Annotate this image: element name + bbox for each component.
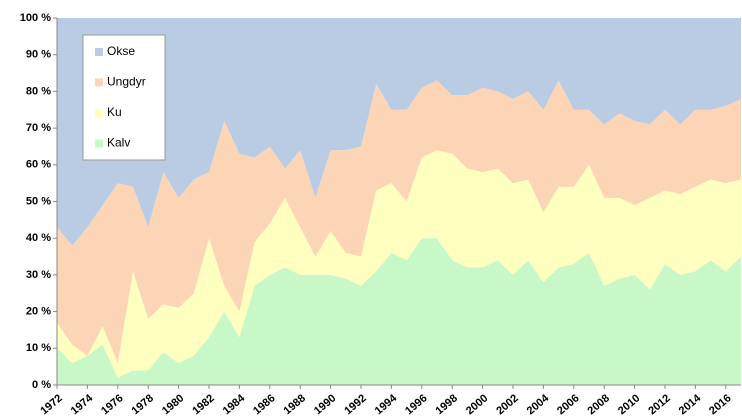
x-tick-label: 1988 [282,392,308,417]
x-tick-label: 2012 [646,392,672,417]
x-tick-label: 2010 [616,392,642,417]
y-tick-label: 50 % [26,195,51,207]
y-tick-label: 10 % [26,342,51,354]
x-tick-label: 1994 [373,392,400,417]
area [57,150,741,378]
x-tick-label: 2002 [494,392,520,417]
x-tick-label: 2004 [525,392,552,417]
x-tick-label: 2016 [707,392,733,417]
y-tick-label: 20 % [26,306,51,318]
x-tick-label: 1976 [99,392,125,417]
x-tick-label: 1992 [342,392,368,417]
y-tick-label: 100 % [20,12,51,24]
legend-swatch [95,109,103,117]
x-tick-label: 2014 [677,392,704,417]
y-tick-label: 40 % [26,232,51,244]
x-tick-label: 1980 [160,392,186,417]
x-tick-label: 1986 [251,392,277,417]
legend-label: Okse [107,44,135,58]
area [57,18,741,246]
area [57,238,741,385]
x-tick-label: 2000 [464,392,490,417]
x-tick-label: 1972 [38,392,64,417]
legend-swatch [95,48,103,56]
x-tick-label: 1990 [312,392,338,417]
legend-swatch [95,78,103,87]
y-tick-label: 90 % [26,49,51,61]
y-tick-label: 60 % [26,159,51,171]
x-tick-label: 2008 [586,392,612,417]
y-tick-label: 70 % [26,122,51,134]
x-tick-label: 1998 [434,392,460,417]
x-tick-label: 2006 [555,392,581,417]
legend-swatch [95,139,103,148]
x-tick-label: 1984 [221,392,248,417]
y-tick-label: 80 % [26,85,51,97]
legend-label: Ku [107,105,122,119]
x-tick-label: 1974 [69,392,96,417]
x-tick-label: 1978 [130,392,156,417]
area [57,80,741,363]
x-tick-label: 1996 [403,392,429,417]
y-tick-label: 30 % [26,269,51,281]
legend-label: Ungdyr [107,75,146,89]
x-tick-label: 1982 [190,392,216,417]
y-tick-label: 0 % [32,379,51,391]
legend-label: Kalv [107,136,130,150]
